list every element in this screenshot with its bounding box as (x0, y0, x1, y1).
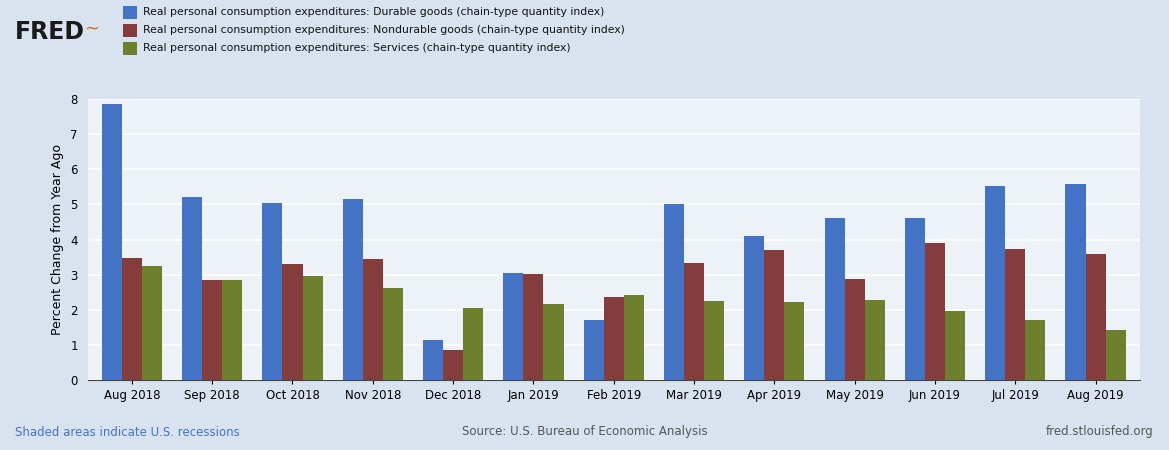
Bar (102, 104, 122, 380)
Bar (1025, 320, 1045, 380)
Bar (504, 273, 524, 380)
Text: Real personal consumption expenditures: Durable goods (chain-type quantity index: Real personal consumption expenditures: … (143, 7, 604, 17)
Bar (524, 274, 544, 380)
Bar (463, 308, 483, 380)
Bar (684, 263, 704, 380)
Text: FRED: FRED (15, 20, 85, 44)
Bar (141, 266, 162, 380)
Bar (1106, 329, 1126, 380)
Bar (423, 340, 443, 380)
Text: Source: U.S. Bureau of Economic Analysis: Source: U.S. Bureau of Economic Analysis (462, 426, 707, 438)
Text: Shaded areas indicate U.S. recessions: Shaded areas indicate U.S. recessions (15, 426, 240, 438)
Bar (303, 276, 323, 380)
Bar (985, 186, 1005, 380)
Bar (784, 302, 804, 380)
Bar (624, 295, 644, 380)
Bar (362, 259, 382, 380)
Bar (583, 320, 603, 380)
Text: Real personal consumption expenditures: Services (chain-type quantity index): Real personal consumption expenditures: … (143, 43, 570, 53)
Bar (824, 218, 845, 380)
Bar (1065, 184, 1086, 380)
Bar (603, 297, 624, 380)
Bar (283, 264, 303, 380)
Text: Real personal consumption expenditures: Nondurable goods (chain-type quantity in: Real personal consumption expenditures: … (143, 25, 624, 35)
Bar (1005, 249, 1025, 380)
Bar (1086, 254, 1106, 380)
Bar (122, 258, 141, 380)
Bar (382, 288, 403, 380)
Bar (343, 199, 362, 380)
Bar (664, 204, 684, 380)
Y-axis label: Percent Change from Year Ago: Percent Change from Year Ago (50, 144, 63, 335)
Bar (202, 280, 222, 380)
Bar (704, 301, 724, 380)
Text: fred.stlouisfed.org: fred.stlouisfed.org (1046, 426, 1154, 438)
Bar (905, 218, 925, 380)
Bar (222, 280, 242, 380)
Bar (865, 301, 885, 380)
Bar (182, 198, 202, 380)
Bar (443, 351, 463, 380)
Bar (262, 202, 283, 380)
Bar (845, 279, 865, 380)
Bar (745, 236, 765, 380)
Bar (544, 304, 563, 380)
Text: ∼: ∼ (84, 20, 99, 38)
Bar (945, 311, 966, 380)
Bar (765, 250, 784, 380)
Bar (925, 243, 945, 380)
